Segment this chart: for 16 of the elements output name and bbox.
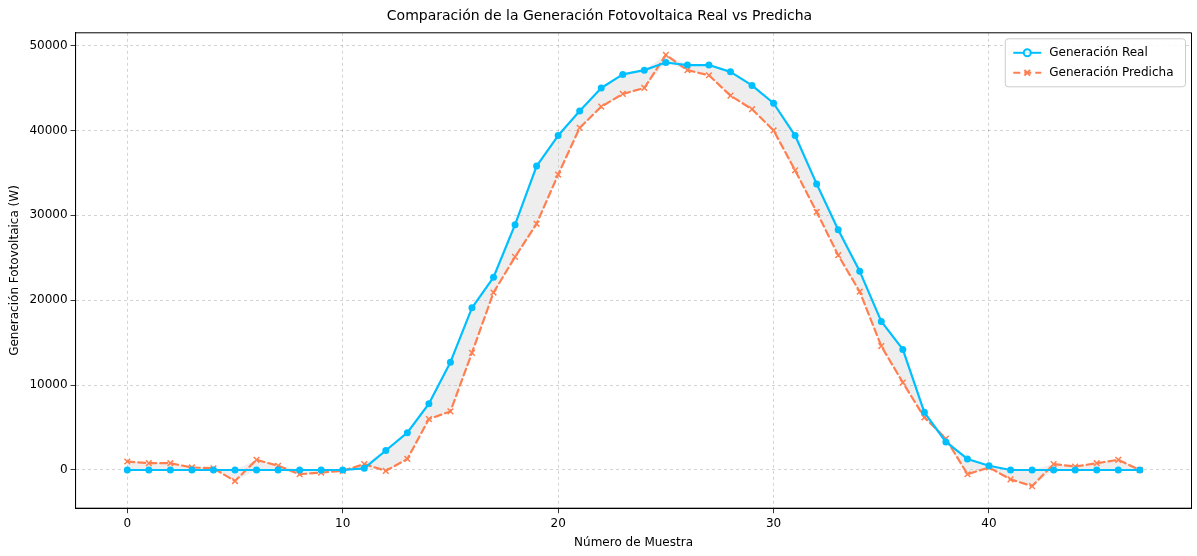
y-tick-label: 20000 (29, 292, 68, 307)
y-tick-label: 30000 (29, 207, 68, 222)
y-axis-title: Generación Fotovoltaica (W) (7, 185, 22, 356)
y-tick-label: 50000 (29, 37, 68, 52)
y-tick-label: 40000 (29, 122, 68, 137)
x-tick-label: 0 (123, 515, 132, 530)
y-tick-label: 0 (59, 462, 68, 477)
x-tick-label: 10 (335, 515, 351, 530)
x-tick-label: 40 (981, 515, 997, 530)
legend-label: Generación Predicha (1049, 64, 1174, 79)
x-axis-title: Número de Muestra (574, 534, 693, 549)
x-tick-label: 20 (550, 515, 566, 530)
y-tick-label: 10000 (29, 377, 68, 392)
legend-label: Generación Real (1049, 44, 1148, 59)
chart-title: Comparación de la Generación Fotovoltaica Real vs Predicha (386, 7, 813, 24)
x-tick-label: 30 (765, 515, 782, 530)
